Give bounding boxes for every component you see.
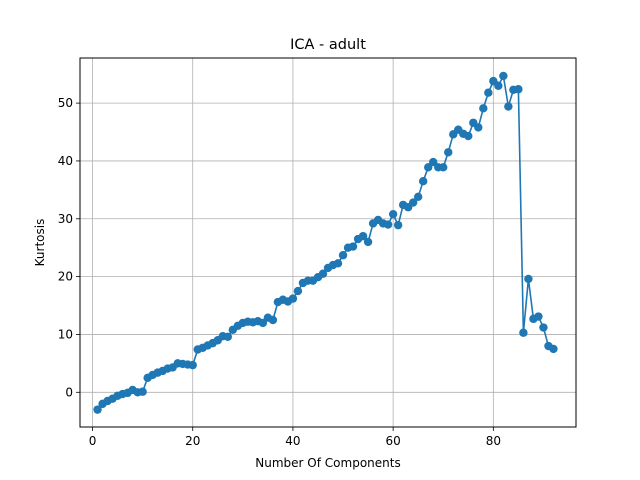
data-point — [223, 332, 232, 341]
x-axis-label: Number Of Components — [255, 456, 400, 470]
y-tick-label: 30 — [58, 212, 73, 226]
y-axis-label: Kurtosis — [33, 219, 47, 267]
chart-title: ICA - adult — [290, 37, 366, 53]
data-point — [258, 318, 268, 328]
data-point — [188, 360, 197, 370]
x-tick-label: 60 — [385, 434, 400, 448]
grid-lines — [80, 58, 576, 427]
x-tick-label: 20 — [185, 434, 200, 448]
data-point — [338, 251, 348, 260]
data-point — [413, 192, 423, 202]
data-point — [348, 242, 358, 251]
x-tick-label: 0 — [89, 434, 97, 448]
data-point — [408, 198, 418, 207]
y-tick-label: 20 — [58, 270, 73, 284]
data-point — [429, 157, 438, 167]
data-point — [499, 71, 508, 81]
data-point — [383, 220, 393, 229]
data-point — [549, 344, 558, 354]
y-tick-label: 50 — [58, 96, 73, 110]
y-tick-label: 10 — [58, 327, 73, 341]
data-point — [474, 123, 483, 132]
data-point — [479, 104, 488, 113]
data-point — [439, 163, 448, 172]
data-point — [288, 294, 298, 303]
data-point — [268, 315, 278, 325]
data-point — [93, 405, 102, 414]
data-point — [534, 312, 543, 321]
axes-frame — [79, 57, 577, 428]
data-point — [484, 88, 493, 97]
data-point — [444, 148, 453, 157]
data-point — [539, 323, 548, 332]
y-tick-label: 0 — [65, 385, 73, 399]
data-point — [514, 85, 523, 94]
data-point — [388, 209, 398, 219]
x-tick-label: 80 — [486, 434, 501, 448]
data-point — [138, 387, 147, 396]
data-point — [333, 259, 343, 268]
series-layer — [93, 71, 558, 414]
data-point — [363, 237, 373, 247]
data-point — [358, 231, 368, 241]
data-point — [418, 176, 428, 186]
axis-ticks: 0 20 40 60 80 0 10 20 30 40 50 — [58, 96, 501, 448]
data-point — [318, 269, 328, 278]
y-tick-label: 40 — [58, 154, 73, 168]
data-point — [293, 286, 303, 296]
data-point — [494, 81, 503, 90]
data-point — [393, 220, 403, 230]
data-point — [464, 131, 473, 141]
data-point — [519, 328, 528, 337]
x-tick-label: 40 — [285, 434, 300, 448]
data-point — [524, 274, 533, 284]
data-point — [504, 102, 513, 111]
data-point — [424, 163, 433, 172]
